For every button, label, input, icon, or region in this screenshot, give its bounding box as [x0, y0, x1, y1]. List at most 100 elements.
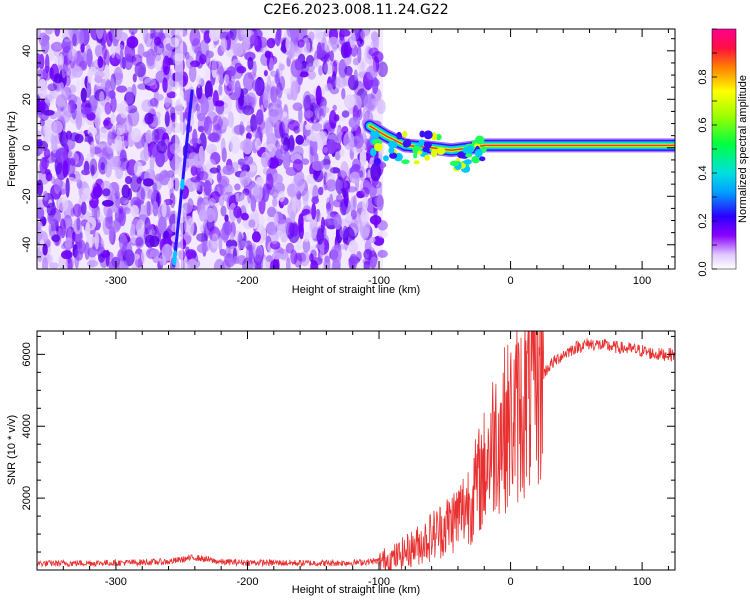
noise-blob	[340, 29, 349, 36]
noise-blob	[110, 95, 117, 113]
noise-blob	[110, 112, 116, 125]
noise-blob	[315, 243, 325, 250]
noise-blob	[58, 54, 65, 67]
noise-blob	[315, 85, 322, 106]
noise-blob	[146, 54, 157, 70]
noise-blob	[107, 157, 119, 168]
noise-blob	[80, 87, 87, 103]
noise-blob	[326, 213, 336, 226]
noise-blob	[89, 141, 95, 158]
noise-blob	[199, 39, 209, 60]
noise-blob	[62, 29, 73, 43]
noise-blob	[81, 201, 87, 215]
snr-panel: -300 -200 -100 0 100 2000 4000 6000 Height of …	[6, 330, 676, 596]
noise-blob	[63, 138, 76, 150]
noise-blob	[46, 214, 58, 224]
noise-blob	[74, 172, 81, 184]
noise-blob	[190, 164, 198, 176]
noise-blob	[339, 148, 345, 157]
noise-blob	[159, 254, 167, 266]
noise-blob	[301, 158, 310, 165]
noise-blob	[191, 38, 201, 54]
noise-blob	[278, 61, 283, 80]
noise-blob	[376, 194, 384, 211]
noise-blob	[343, 41, 352, 58]
noise-blob	[357, 44, 362, 64]
noise-blob	[285, 37, 291, 52]
noise-blob	[143, 141, 149, 160]
noise-blob	[114, 135, 123, 152]
noise-blob	[94, 70, 105, 79]
noise-blob	[205, 207, 216, 223]
y-tick-label: 2000	[21, 486, 33, 510]
noise-blob	[233, 255, 240, 265]
noise-blob	[321, 158, 331, 166]
noise-blob	[359, 170, 364, 178]
noise-blob	[243, 155, 254, 165]
noise-blob	[308, 219, 318, 239]
noise-blob	[99, 214, 104, 222]
noise-blob	[124, 91, 136, 106]
noise-blob	[323, 255, 331, 269]
noise-blob	[144, 112, 154, 125]
noise-blob	[376, 99, 386, 114]
noise-blob	[309, 144, 315, 156]
noise-blob	[353, 132, 364, 149]
noise-blob	[81, 169, 91, 176]
noise-blob	[148, 224, 155, 235]
noise-blob	[311, 202, 317, 220]
noise-blob	[303, 231, 310, 243]
noise-blob	[241, 212, 249, 221]
noise-blob	[73, 150, 81, 162]
noise-blob	[53, 73, 62, 84]
noise-blob	[116, 127, 123, 136]
noise-blob	[54, 29, 61, 37]
noise-blob	[349, 171, 361, 184]
noise-blob	[76, 216, 81, 231]
noise-blob	[369, 236, 376, 244]
clear-stripe	[175, 29, 184, 269]
x-tick-label: -300	[105, 576, 127, 588]
noise-blob	[120, 140, 129, 148]
noise-blob	[100, 78, 111, 91]
noise-blob	[101, 146, 114, 160]
noise-blob	[346, 186, 357, 193]
noise-blob	[104, 102, 112, 115]
noise-blob	[251, 231, 261, 243]
noise-blob	[96, 29, 104, 40]
noise-blob	[144, 77, 156, 86]
noise-blob	[253, 254, 263, 269]
noise-blob	[364, 182, 372, 195]
snr-frame	[36, 330, 676, 571]
y-tick-label: 6000	[21, 342, 33, 366]
noise-blob	[37, 201, 42, 208]
signal-blob	[479, 156, 486, 162]
noise-blob	[322, 61, 328, 75]
noise-blob	[242, 105, 255, 116]
noise-blob	[248, 219, 256, 228]
noise-blob	[209, 197, 216, 206]
noise-blob	[369, 215, 382, 225]
noise-blob	[276, 82, 283, 99]
noise-blob	[91, 100, 97, 115]
y-tick-label: 4000	[21, 414, 33, 438]
y-tick-label: -20	[21, 188, 33, 204]
y-tick-label: 40	[21, 45, 33, 57]
noise-blob	[144, 234, 156, 248]
noise-blob	[314, 103, 322, 123]
noise-blob	[368, 252, 379, 265]
noise-blob	[80, 107, 93, 115]
noise-blob	[125, 86, 135, 105]
noise-blob	[71, 65, 83, 78]
noise-blob	[323, 53, 331, 63]
noise-blob	[316, 228, 325, 245]
noise-blob	[208, 226, 221, 242]
noise-blob	[162, 55, 171, 76]
noise-blob	[82, 188, 93, 195]
noise-blob	[51, 133, 58, 154]
noise-blob	[236, 66, 247, 74]
noise-blob	[141, 249, 146, 264]
noise-blob	[344, 94, 355, 109]
snr-y-ticks: 2000 4000 6000	[21, 335, 675, 571]
